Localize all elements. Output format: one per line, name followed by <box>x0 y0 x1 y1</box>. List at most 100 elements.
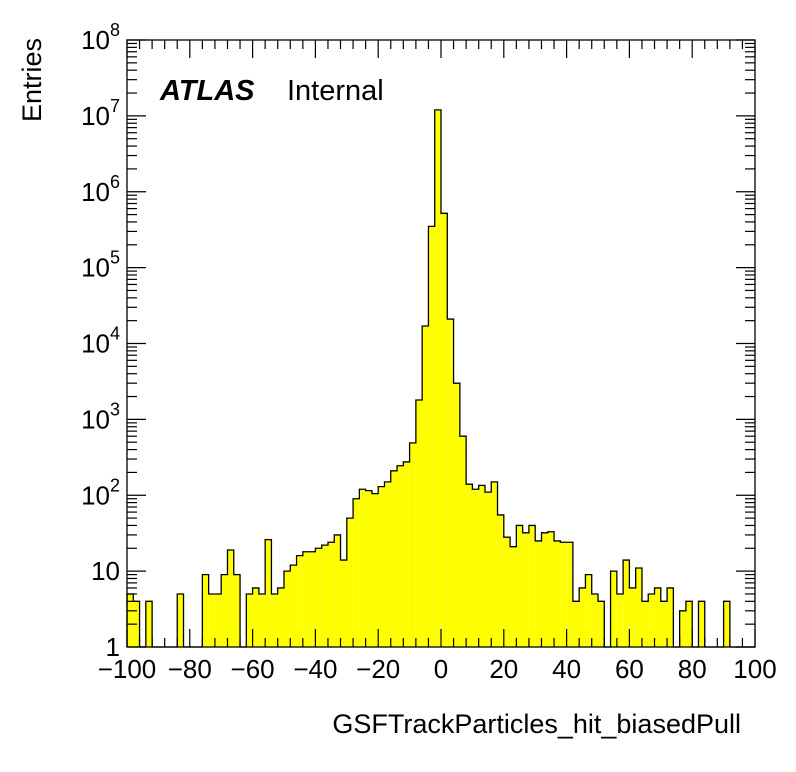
histogram-bar <box>271 593 278 647</box>
histogram-bar <box>202 574 209 647</box>
histogram-bar <box>390 470 398 647</box>
histogram-bar <box>453 383 460 647</box>
histogram-bar <box>497 514 504 647</box>
x-tick-label: 80 <box>678 654 707 684</box>
histogram-bar <box>302 551 310 647</box>
histogram-bar <box>422 326 429 647</box>
x-tick-label: 0 <box>434 654 448 684</box>
histogram-bar <box>723 601 730 647</box>
histogram-bar <box>510 546 517 647</box>
histogram-bar <box>265 539 272 647</box>
histogram-bars <box>127 109 730 647</box>
histogram-bar <box>246 593 253 647</box>
histogram-bar <box>409 442 416 647</box>
histogram-bar <box>403 461 410 647</box>
histogram-bar <box>528 525 536 647</box>
histogram-bar <box>415 400 423 647</box>
histogram-bar <box>277 587 284 647</box>
histogram-bar <box>221 574 228 647</box>
histogram-bar <box>177 593 184 647</box>
x-tick-label: −20 <box>356 654 400 684</box>
histogram-bar <box>554 540 561 647</box>
histogram-bar <box>623 560 630 647</box>
y-tick-label: 106 <box>81 172 120 207</box>
histogram-bar <box>378 486 385 647</box>
histogram-bar <box>478 485 485 647</box>
histogram-bar <box>340 560 347 647</box>
x-tick-label: 100 <box>733 654 776 684</box>
histogram-bar <box>327 542 335 647</box>
histogram-bar <box>145 601 153 647</box>
histogram-bar <box>598 601 605 647</box>
histogram-bar <box>321 545 328 647</box>
histogram-bar <box>309 551 316 647</box>
y-tick-label: 108 <box>81 20 120 55</box>
histogram-bar <box>214 593 222 647</box>
histogram-bar <box>610 571 617 647</box>
histogram-bar <box>579 587 586 647</box>
histogram-bar <box>660 601 668 647</box>
x-tick-label: −100 <box>98 654 157 684</box>
histogram-bar <box>654 587 661 647</box>
histogram-bar <box>434 109 441 647</box>
histogram-bar <box>258 593 266 647</box>
histogram-bar <box>365 490 372 647</box>
histogram-bar <box>315 548 322 647</box>
histogram-bar <box>208 593 215 647</box>
x-tick-label: −40 <box>293 654 337 684</box>
histogram-bar <box>648 593 655 647</box>
x-tick-label: 40 <box>552 654 581 684</box>
histogram-bar <box>353 498 360 647</box>
histogram-bar <box>447 319 454 647</box>
histogram-bar <box>459 436 467 647</box>
histogram-bar <box>516 525 523 647</box>
histogram-bar <box>685 601 693 647</box>
histogram-bar <box>371 493 379 647</box>
y-tick-label: 103 <box>81 399 120 434</box>
histogram-bar <box>227 549 234 647</box>
y-axis-title: Entries <box>17 38 47 122</box>
histogram-bar <box>616 593 624 647</box>
y-tick-label: 107 <box>81 96 120 131</box>
histogram-bar <box>585 574 592 647</box>
histogram-bar <box>127 593 134 647</box>
x-tick-label: −60 <box>231 654 275 684</box>
histogram-bar <box>296 555 303 647</box>
x-axis-title: GSFTrackParticles_hit_biasedPull <box>332 709 741 739</box>
histogram-bar <box>428 226 435 647</box>
histogram-bar <box>635 567 642 647</box>
histogram-bar <box>566 542 573 647</box>
histogram-bar <box>503 537 511 647</box>
histogram-bar <box>252 587 259 647</box>
histogram-bar <box>641 601 649 647</box>
histogram-bar <box>359 489 366 647</box>
histogram-bar <box>667 587 674 647</box>
histogram-bar <box>547 531 555 647</box>
histogram-bar <box>484 492 492 647</box>
histogram-bar <box>572 601 580 647</box>
x-tick-label: 60 <box>615 654 644 684</box>
histogram-bar <box>441 213 448 647</box>
x-tick-labels: −100 −80 −60 −40 −20 0 20 40 60 80 100 <box>98 654 777 684</box>
x-tick-label: −80 <box>168 654 212 684</box>
histogram-bar <box>334 534 341 647</box>
y-tick-label: 104 <box>81 324 120 359</box>
histogram-bar <box>629 587 636 647</box>
histogram-bar <box>397 465 404 647</box>
histogram-bar <box>541 532 548 647</box>
histogram-bar <box>679 610 686 647</box>
histogram-bar <box>535 540 542 647</box>
y-tick-label: 1 <box>106 632 120 662</box>
histogram-bar <box>346 518 354 647</box>
histogram-bar <box>698 601 705 647</box>
histogram-bar <box>472 489 479 647</box>
histogram-bar <box>284 571 291 647</box>
histogram-bar <box>591 593 598 647</box>
atlas-label: ATLAS <box>159 75 255 107</box>
histogram-bar <box>466 484 473 647</box>
histogram-bar <box>560 542 567 647</box>
x-tick-label: 20 <box>489 654 518 684</box>
histogram-bar <box>522 532 529 647</box>
y-tick-label: 102 <box>81 475 120 510</box>
